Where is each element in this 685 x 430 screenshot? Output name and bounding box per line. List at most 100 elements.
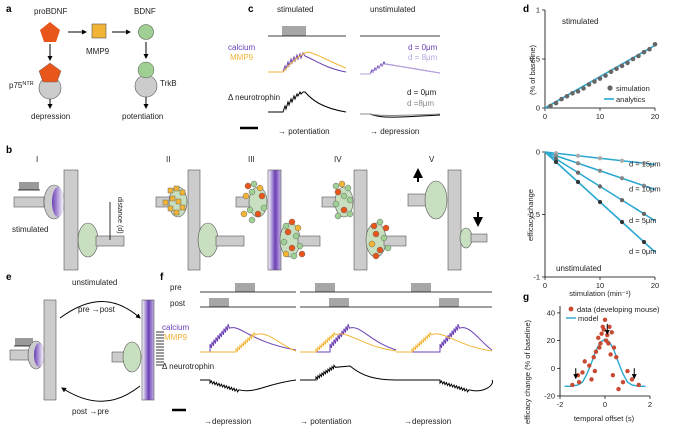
stage-label-2: II bbox=[166, 155, 170, 164]
g-xtick-label: 2 bbox=[648, 400, 652, 409]
f-calcium-trace bbox=[300, 324, 397, 353]
stage-label-4: IV bbox=[334, 155, 342, 164]
g-xtick-label: 0 bbox=[603, 400, 607, 409]
dbot-point bbox=[597, 184, 603, 189]
potentiation-label: potentiation bbox=[122, 112, 163, 121]
f-mmp9-trace bbox=[396, 331, 493, 353]
dtop-sim-point bbox=[619, 63, 625, 69]
stage-3-synapse bbox=[235, 169, 321, 271]
dbot-ytick-label: -0.5 bbox=[527, 210, 540, 219]
f-label-1: →depression bbox=[204, 417, 251, 426]
c-stim-neurotrophin-trace bbox=[268, 90, 347, 113]
g-data-point bbox=[608, 352, 613, 357]
bound-probdnf-icon bbox=[38, 62, 62, 83]
f-calcium-trace bbox=[396, 324, 493, 353]
g-data-point bbox=[636, 382, 641, 388]
c-neurotrophin-label: Δ neurotrophin bbox=[228, 93, 280, 102]
mmp9-cluster bbox=[162, 185, 186, 216]
e-pre-spike-train bbox=[14, 338, 34, 347]
calcium-dendrite bbox=[267, 169, 282, 271]
f-label-3: →depression bbox=[404, 417, 451, 426]
panel-letter-g: g bbox=[523, 292, 529, 303]
dbot-point bbox=[553, 153, 559, 158]
f-neurotrophin-label: Δ neurotrophin bbox=[162, 362, 214, 371]
dtop-xtick-label: 0 bbox=[543, 112, 547, 121]
dbot-annotation: unstimulated bbox=[556, 264, 601, 273]
g-data-point bbox=[609, 330, 614, 335]
distance-label: distance (d) bbox=[116, 197, 123, 234]
dbot-point bbox=[575, 153, 581, 158]
dbot-point bbox=[619, 219, 625, 225]
stage-label-5: V bbox=[429, 155, 435, 164]
dbot-ytick-label: 0 bbox=[536, 148, 540, 157]
dbot-point bbox=[597, 156, 603, 161]
c-d8-top: d = 8μm bbox=[408, 53, 438, 62]
dbot-series-label: d = 5μm bbox=[629, 216, 656, 225]
dtop-legend-sim: simulation bbox=[616, 84, 650, 93]
dtop-sim-point bbox=[647, 46, 652, 52]
g-data-point bbox=[596, 335, 601, 341]
g-data-point bbox=[592, 368, 598, 374]
g-data-point bbox=[587, 363, 592, 368]
dbot-point bbox=[641, 183, 647, 188]
mmp9-square-icon bbox=[91, 23, 107, 39]
dbot-point bbox=[597, 168, 603, 173]
g-data-point bbox=[602, 317, 608, 323]
g-data-point bbox=[610, 373, 616, 378]
e-post-spike-train bbox=[156, 331, 164, 366]
dtop-legend-an: analytics bbox=[616, 95, 645, 104]
g-data-point bbox=[575, 373, 581, 378]
p75-label: p75NTR bbox=[9, 81, 34, 90]
dbot-point bbox=[641, 161, 647, 166]
unstimulated-label: unstimulated bbox=[72, 278, 117, 287]
bdnf-cluster bbox=[240, 180, 306, 260]
panel-letter-a: a bbox=[6, 4, 12, 15]
probdnf-pentagon-icon bbox=[40, 22, 60, 42]
dbot-point bbox=[597, 199, 603, 205]
dtop-sim-point bbox=[641, 49, 647, 55]
f-label-2: → potentiation bbox=[300, 417, 352, 426]
depression-label: depression bbox=[31, 112, 70, 121]
panel-a-schematic: proBDNF MMP9 BDNF p75NTR depression TrkB… bbox=[9, 7, 177, 121]
dbot-series-label: d = 15μm bbox=[629, 160, 661, 169]
dtop-legend-marker-sim bbox=[607, 85, 613, 91]
c-depression: → depression bbox=[370, 127, 419, 136]
e-post-pre: post →pre bbox=[72, 407, 109, 416]
trkb-receptor-icon bbox=[134, 74, 158, 98]
dbot-ytick-label: -1 bbox=[533, 273, 540, 282]
f-mmp9-trace bbox=[300, 331, 397, 353]
trkb-label: TrkB bbox=[160, 79, 177, 88]
dtop-sim-point bbox=[614, 66, 619, 72]
dtop-ytick-label: 0 bbox=[536, 104, 540, 113]
g-data-point bbox=[580, 370, 585, 375]
f-mmp9-label: MMP9 bbox=[164, 333, 188, 342]
c-d0-bot: d = 0μm bbox=[407, 88, 437, 97]
dtop-sim-point bbox=[608, 69, 614, 75]
stage-label-1: I bbox=[36, 155, 38, 164]
g-data-point bbox=[614, 355, 619, 360]
panel-letter-b: b bbox=[6, 145, 12, 156]
dendrite-shaft bbox=[63, 169, 79, 271]
dbot-xtick-label: 0 bbox=[543, 281, 547, 290]
calcium-spine-icon bbox=[52, 187, 64, 217]
dtop-ytick-label: 0.5 bbox=[530, 55, 540, 64]
g-ytick-label: 0 bbox=[551, 364, 555, 373]
dbot-point bbox=[641, 211, 647, 216]
dtop-sim-point bbox=[592, 79, 597, 84]
g-xlabel: temporal offset (s) bbox=[574, 414, 635, 423]
dtop-xtick-label: 10 bbox=[596, 112, 604, 121]
dbot-point bbox=[575, 179, 581, 185]
dbot-point bbox=[575, 170, 581, 175]
dbot-series-label: d = 0μm bbox=[629, 247, 656, 256]
g-data-point bbox=[576, 379, 582, 385]
dbot-point bbox=[553, 159, 559, 165]
c-potentiation: → potentiation bbox=[278, 127, 330, 136]
c-stimulated-title: stimulated bbox=[277, 5, 313, 14]
dbot-point bbox=[619, 198, 625, 203]
dtop-sim-point bbox=[586, 82, 592, 87]
dbot-point bbox=[619, 176, 625, 181]
bdnf-label: BDNF bbox=[134, 7, 156, 16]
dtop-sim-point bbox=[652, 42, 658, 47]
dbot-point bbox=[553, 156, 559, 161]
